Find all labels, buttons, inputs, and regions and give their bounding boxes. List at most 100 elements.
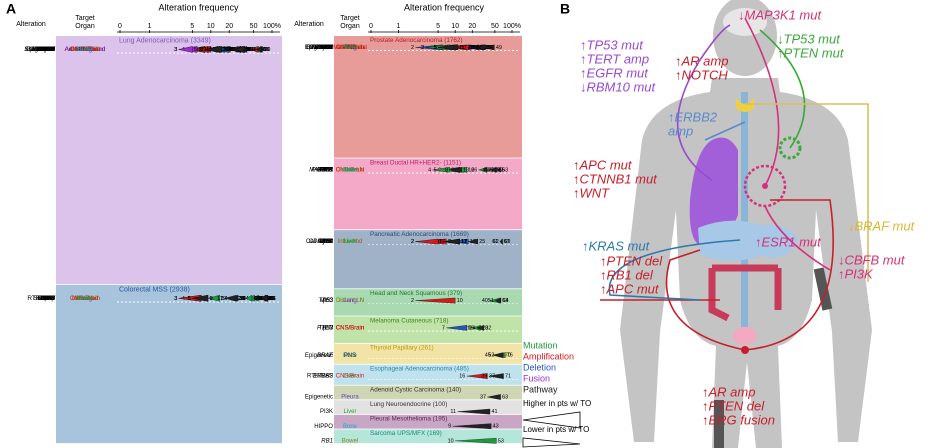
gene: MYC [41,46,56,53]
freq-value: 6 [199,47,202,53]
gene: Cell Cycle [306,239,334,245]
freq-triangle [264,294,268,302]
organ: Lung [343,45,356,51]
freq-value: 26 [238,296,244,302]
gene: NKX3-1 [312,45,333,51]
section-title: Thyroid Papillary (261) [370,345,434,352]
organ: Liver [78,295,93,302]
freq-value: 66 [262,47,268,53]
gene: MYC [41,295,56,302]
bladder [733,327,757,345]
gene: RTK/RAS [307,374,333,380]
freq-triangle [415,238,439,245]
legend-label: Mutation [523,340,558,350]
organ: CNS/Brain [70,46,101,53]
freq-value: 5 [434,45,437,51]
gene: Cell Cycle [306,45,334,51]
freq-value: 80 [268,296,274,302]
freq-value: 9 [209,296,212,302]
freq-value: 14 [221,47,228,53]
organ: Distant LN [70,46,100,53]
freq-value: 20 [465,325,471,331]
tick-label: 0 [118,23,122,30]
freq-value: 12 [461,239,467,245]
freq-value: 28 [240,296,246,302]
organ: Liver [343,239,356,245]
organ: Pleura [76,46,95,53]
gene: PI3K [320,409,333,415]
organ: Bone [78,46,93,53]
organ: Liver [78,295,93,302]
annotation: ↓CBFB mut [838,252,906,267]
gene: EGFR [37,46,55,53]
breast-right [778,136,802,160]
section-bg [334,230,522,289]
annotation: ↑AR amp [702,384,755,399]
axis-title: Alteration frequency [404,2,485,12]
organ: Liver [343,409,356,415]
freq-value: 43 [484,167,490,173]
tick-label: 20 [468,23,476,30]
tick-label: 1 [396,23,400,30]
organ: CNS/Brain [336,325,364,331]
freq-value: 52 [488,353,494,359]
freq-triangle [245,294,253,302]
freq-triangle [234,46,245,53]
organ: Intra-Abd [72,295,99,302]
freq-value: 44 [484,167,490,173]
freq-value: 5 [434,45,437,51]
annotation: ↑WNT [573,185,610,200]
freq-value: 59 [250,47,256,53]
gene: AR [324,45,334,51]
freq-triangle [483,44,495,51]
freq-value: 10 [448,438,454,444]
organ: Liver [343,239,356,245]
annotation: ↑PI3K [838,266,874,281]
section-bg [334,343,522,364]
freq-value: 52 [497,167,503,173]
gene: APC [41,295,56,302]
freq-value: 70 [264,47,270,53]
organ: Intra-Abd [72,46,99,53]
freq-value: 10 [457,298,463,304]
gene: TP53 [319,167,334,173]
annotation: ↑RB1 del [600,267,654,282]
body-diagram [600,0,872,448]
gene: p53 [323,239,334,245]
organ: Liver [78,295,93,302]
freq-value: 49 [496,45,502,51]
tick-label: 1 [148,23,152,30]
gene: BRAF [38,295,56,302]
freq-value: 45 [485,353,491,359]
freq-triangle [256,46,262,53]
freq-value: 85 [269,296,275,302]
gene: HIPPO [314,424,333,430]
freq-value: 67 [504,239,510,245]
annotation: ↓RBM10 mut [580,79,657,94]
organ: CNS/Brain [70,46,101,53]
freq-value: 13 [219,47,225,53]
freq-value: 9 [448,424,451,430]
axis-title: Alteration frequency [158,2,239,12]
freq-value: 11 [450,409,456,415]
gene: p53 [44,46,55,53]
organ: Pleura [76,46,95,53]
freq-value: 79 [258,296,264,302]
annotation: ↓BRAF mut [848,218,916,233]
freq-value: 9 [203,47,206,53]
organ: Intra-Abd [338,239,363,245]
gene: ALK [42,46,56,53]
legend-label: Deletion [523,362,556,372]
freq-value: 3 [174,296,177,302]
organ: Bone [343,45,358,51]
freq-value: 8 [200,47,203,53]
freq-value: 86 [269,296,275,302]
section-bg [56,284,282,444]
organ: Liver [343,45,356,51]
connector [759,29,806,149]
gene: p53 [323,298,334,304]
organ: Liver [78,295,93,302]
section-title: Lung Adenocarcinoma (3349) [119,38,211,45]
organ: Intra-Abd [72,295,99,302]
gene: RTK/RAS [307,45,333,51]
